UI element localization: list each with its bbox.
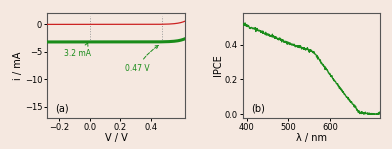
Text: (b): (b) — [251, 103, 265, 113]
Y-axis label: i / mA: i / mA — [13, 51, 23, 80]
Text: 0.47 V: 0.47 V — [125, 46, 158, 73]
X-axis label: V / V: V / V — [105, 133, 127, 143]
Text: 3.2 mA: 3.2 mA — [64, 43, 91, 58]
Y-axis label: IPCE: IPCE — [213, 55, 223, 76]
Text: (a): (a) — [55, 103, 69, 113]
X-axis label: λ / nm: λ / nm — [296, 133, 327, 143]
